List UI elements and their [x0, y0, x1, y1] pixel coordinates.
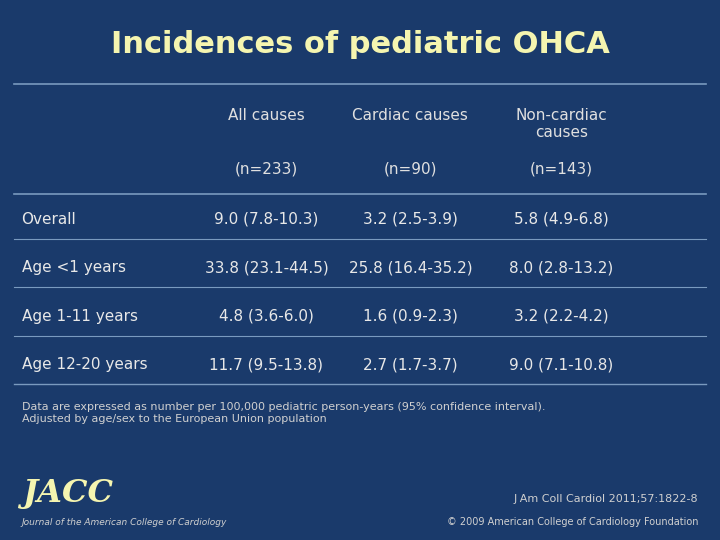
Text: 9.0 (7.1-10.8): 9.0 (7.1-10.8)	[510, 357, 613, 373]
Text: 9.0 (7.8-10.3): 9.0 (7.8-10.3)	[215, 212, 318, 227]
Text: J Am Coll Cardiol 2011;57:1822-8: J Am Coll Cardiol 2011;57:1822-8	[514, 494, 698, 504]
Text: JACC: JACC	[22, 478, 112, 509]
Text: 11.7 (9.5-13.8): 11.7 (9.5-13.8)	[210, 357, 323, 373]
Text: (n=143): (n=143)	[530, 162, 593, 177]
Text: Age <1 years: Age <1 years	[22, 260, 125, 275]
Text: Age 1-11 years: Age 1-11 years	[22, 309, 138, 324]
Text: Incidences of pediatric OHCA: Incidences of pediatric OHCA	[111, 30, 609, 59]
Text: Age 12-20 years: Age 12-20 years	[22, 357, 147, 373]
Text: 4.8 (3.6-6.0): 4.8 (3.6-6.0)	[219, 309, 314, 324]
Text: 3.2 (2.5-3.9): 3.2 (2.5-3.9)	[363, 212, 458, 227]
Text: All causes: All causes	[228, 108, 305, 123]
Text: 33.8 (23.1-44.5): 33.8 (23.1-44.5)	[204, 260, 328, 275]
Text: Cardiac causes: Cardiac causes	[353, 108, 468, 123]
Text: 5.8 (4.9-6.8): 5.8 (4.9-6.8)	[514, 212, 609, 227]
Text: Overall: Overall	[22, 212, 76, 227]
Text: © 2009 American College of Cardiology Foundation: © 2009 American College of Cardiology Fo…	[447, 517, 698, 528]
Text: 8.0 (2.8-13.2): 8.0 (2.8-13.2)	[510, 260, 613, 275]
Text: Data are expressed as number per 100,000 pediatric person-years (95% confidence : Data are expressed as number per 100,000…	[22, 402, 545, 424]
Text: Non-cardiac
causes: Non-cardiac causes	[516, 108, 608, 140]
Text: 2.7 (1.7-3.7): 2.7 (1.7-3.7)	[363, 357, 458, 373]
Text: 1.6 (0.9-2.3): 1.6 (0.9-2.3)	[363, 309, 458, 324]
Text: 3.2 (2.2-4.2): 3.2 (2.2-4.2)	[514, 309, 609, 324]
Text: 25.8 (16.4-35.2): 25.8 (16.4-35.2)	[348, 260, 472, 275]
Text: (n=90): (n=90)	[384, 162, 437, 177]
Text: Journal of the American College of Cardiology: Journal of the American College of Cardi…	[22, 518, 227, 528]
Text: (n=233): (n=233)	[235, 162, 298, 177]
